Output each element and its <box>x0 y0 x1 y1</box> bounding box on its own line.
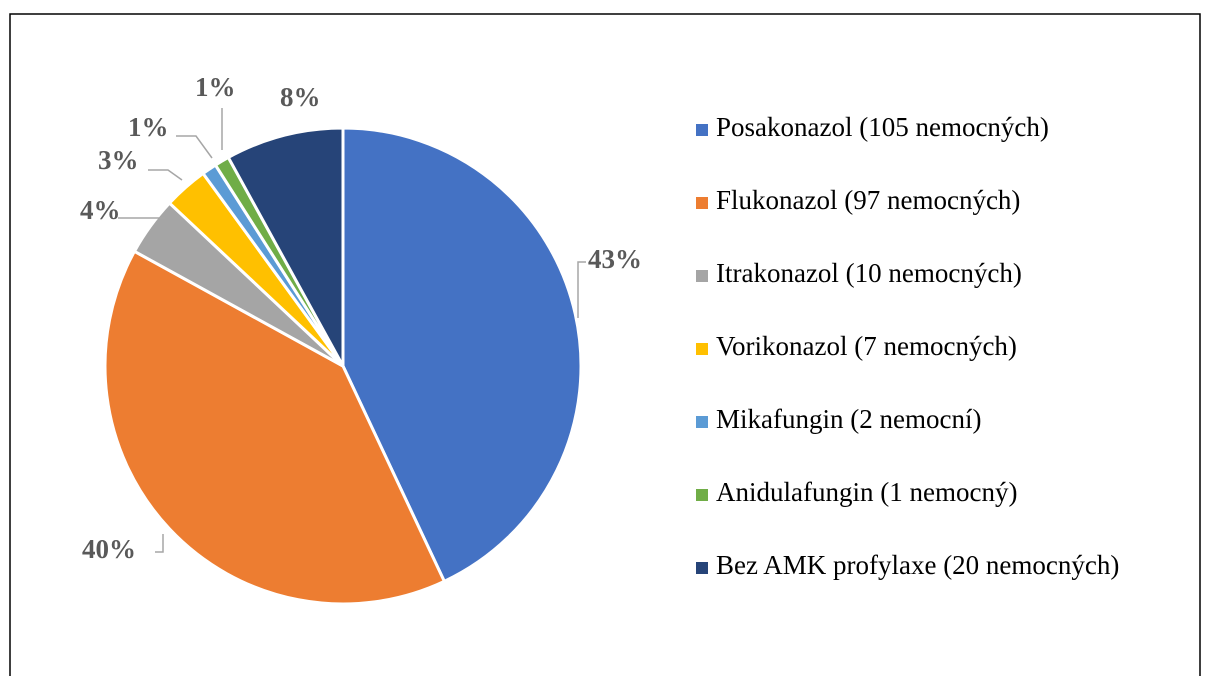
data-label: 40% <box>82 534 136 564</box>
leader-line <box>176 135 213 159</box>
data-label: 8% <box>280 82 321 112</box>
legend-label: Anidulafungin (1 nemocný) <box>716 477 1017 507</box>
data-label: 4% <box>80 195 121 225</box>
legend-label: Itrakonazol (10 nemocných) <box>716 258 1022 288</box>
chart-frame <box>9 13 1201 676</box>
legend-swatch <box>696 343 708 355</box>
data-label: 1% <box>128 112 169 142</box>
legend-label: Bez AMK profylaxe (20 nemocných) <box>716 550 1119 580</box>
leader-line <box>155 534 164 553</box>
data-label: 3% <box>98 145 139 175</box>
legend-swatch <box>696 562 708 574</box>
legend-swatch <box>696 270 708 282</box>
leader-line <box>148 169 183 181</box>
pie-slice <box>226 126 345 367</box>
legend-label: Mikafungin (2 nemocní) <box>716 404 981 434</box>
legend-label: Vorikonazol (7 nemocných) <box>716 331 1017 361</box>
data-label: 1% <box>195 72 236 102</box>
leader-line <box>577 261 586 318</box>
pie-slice <box>103 249 447 606</box>
legend-label: Flukonazol (97 nemocných) <box>716 185 1020 215</box>
data-label: 43% <box>588 244 642 274</box>
pie-slice <box>341 126 583 584</box>
legend-label: Posakonazol (105 nemocných) <box>716 112 1049 142</box>
legend-swatch <box>696 489 708 501</box>
legend-swatch <box>696 124 708 136</box>
legend-swatch <box>696 416 708 428</box>
legend-swatch <box>696 197 708 209</box>
